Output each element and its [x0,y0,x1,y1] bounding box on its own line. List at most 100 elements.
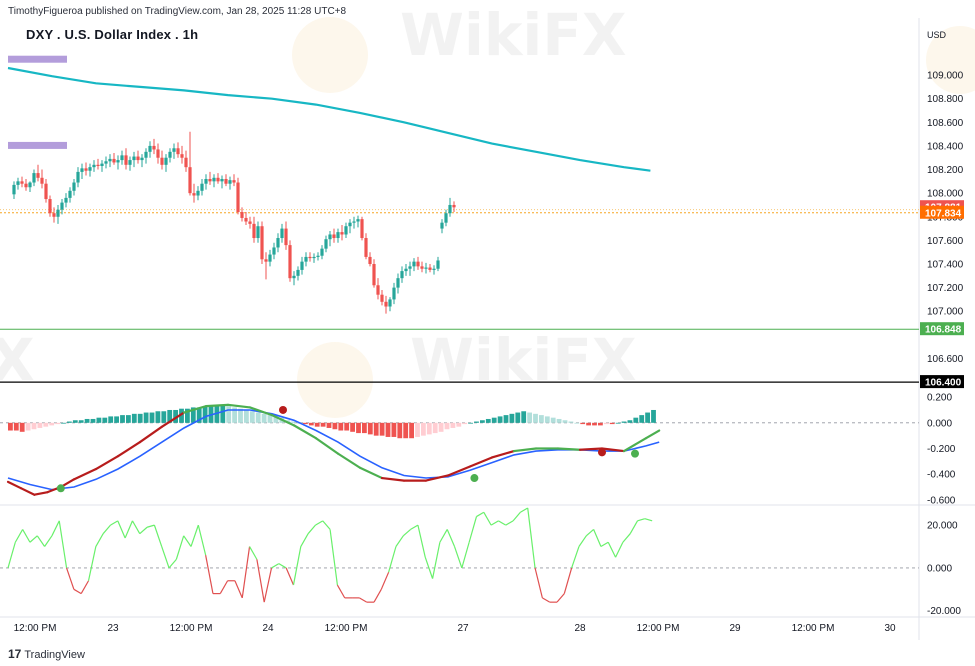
candle [444,209,448,227]
oscillator-line-segment [600,541,609,548]
candle-body [180,154,184,158]
candle-body [304,256,308,262]
candle [228,176,232,190]
macd-histogram-bar [167,409,173,423]
candle-body [132,156,136,161]
candle [236,177,240,215]
candle [248,216,252,229]
candle-body [288,245,292,279]
oscillator-line-segment [205,554,214,594]
oscillator-line-segment [483,511,492,526]
macd-histogram-bar [515,412,521,423]
macd-histogram-bar [491,417,497,423]
oscillator-line-segment [498,520,507,526]
candle-body [404,268,408,272]
oscillator-line-segment [446,529,456,547]
candle-body [44,183,48,200]
macd-histogram-bar [273,416,279,423]
candle-body [268,254,272,262]
macd-histogram-bar [521,411,527,423]
macd-histogram-bar [356,422,361,434]
oscillator-line-segment [263,567,273,603]
candle-body [152,145,156,150]
candle-body [204,178,208,184]
oscillator-line-segment [563,567,573,594]
candle-body [428,267,432,270]
candle-body [160,157,164,165]
price-tick-label: 107.200 [927,283,964,294]
macd-histogram-bar [456,422,462,427]
macd-histogram-bar [391,422,397,437]
macd-histogram-bar [645,412,650,423]
oscillator-line-segment [175,535,185,560]
oscillator-line-segment [146,524,155,528]
macd-histogram-bar [31,422,37,430]
candle [296,266,300,281]
candle [308,252,312,262]
oscillator-line-segment [527,507,536,568]
macd-histogram-bar [568,421,574,423]
macd-histogram-bar [586,422,591,426]
macd-line-segment [94,455,120,471]
candle-body [232,180,236,183]
macd-histogram-bar [120,415,125,423]
candle-body [84,168,88,171]
candle-body [312,256,316,259]
oscillator-line-segment [585,528,594,537]
oscillator-line-segment [14,529,24,543]
tradingview-footer[interactable]: 17 TradingView [8,647,85,661]
time-axis-label: 12:00 PM [170,623,213,634]
macd-histogram-bar [326,422,332,428]
oscillator-line-segment [124,520,133,539]
oscillator-line-segment [468,516,478,543]
macd-histogram-bar [8,422,13,431]
macd-line-segment [138,425,164,444]
oscillator-line-segment [271,563,280,569]
candle [224,174,228,187]
candle [348,219,352,234]
macd-histogram-bar [462,422,468,425]
candle [12,181,16,200]
oscillator-line-segment [65,567,75,590]
symbol-title[interactable]: DXY . U.S. Dollar Index . 1h [26,27,199,42]
supply-zone [8,55,67,63]
oscillator-line-segment [190,524,199,547]
oscillator-line-segment [153,524,163,547]
candle-body [176,148,180,155]
candle-body [364,238,368,257]
macd-histogram-bar [592,422,597,426]
macd-histogram-bar [556,418,562,423]
watermark-text: WikiFX [410,326,637,394]
candle [304,252,308,267]
oscillator-line-segment [51,520,60,537]
macd-histogram-bar [61,422,66,424]
macd-histogram-bar [385,422,391,437]
macd-histogram-bar [238,408,243,423]
macd-histogram-bar [362,422,367,434]
candle-body [424,267,428,269]
candle [360,216,364,241]
candle [436,256,440,272]
macd-histogram-bar [267,415,273,423]
candle-body [356,219,360,222]
candle-body [432,268,436,270]
candle-body [436,260,440,269]
candle [420,261,424,273]
macd-line-segment [622,437,648,453]
candle [440,219,444,234]
candle [200,178,204,196]
macd-histogram-bar [43,422,49,427]
candle [36,164,40,182]
bullish-cross-marker [56,484,65,493]
candle [128,156,132,171]
candle [320,245,324,260]
macd-histogram-bar [13,422,19,431]
candle [400,266,404,283]
macd-histogram-bar [379,422,385,436]
oscillator-line-segment [168,558,177,569]
macd-histogram-bar [497,416,503,423]
macd-histogram-bar [55,422,60,425]
candle [52,207,56,223]
